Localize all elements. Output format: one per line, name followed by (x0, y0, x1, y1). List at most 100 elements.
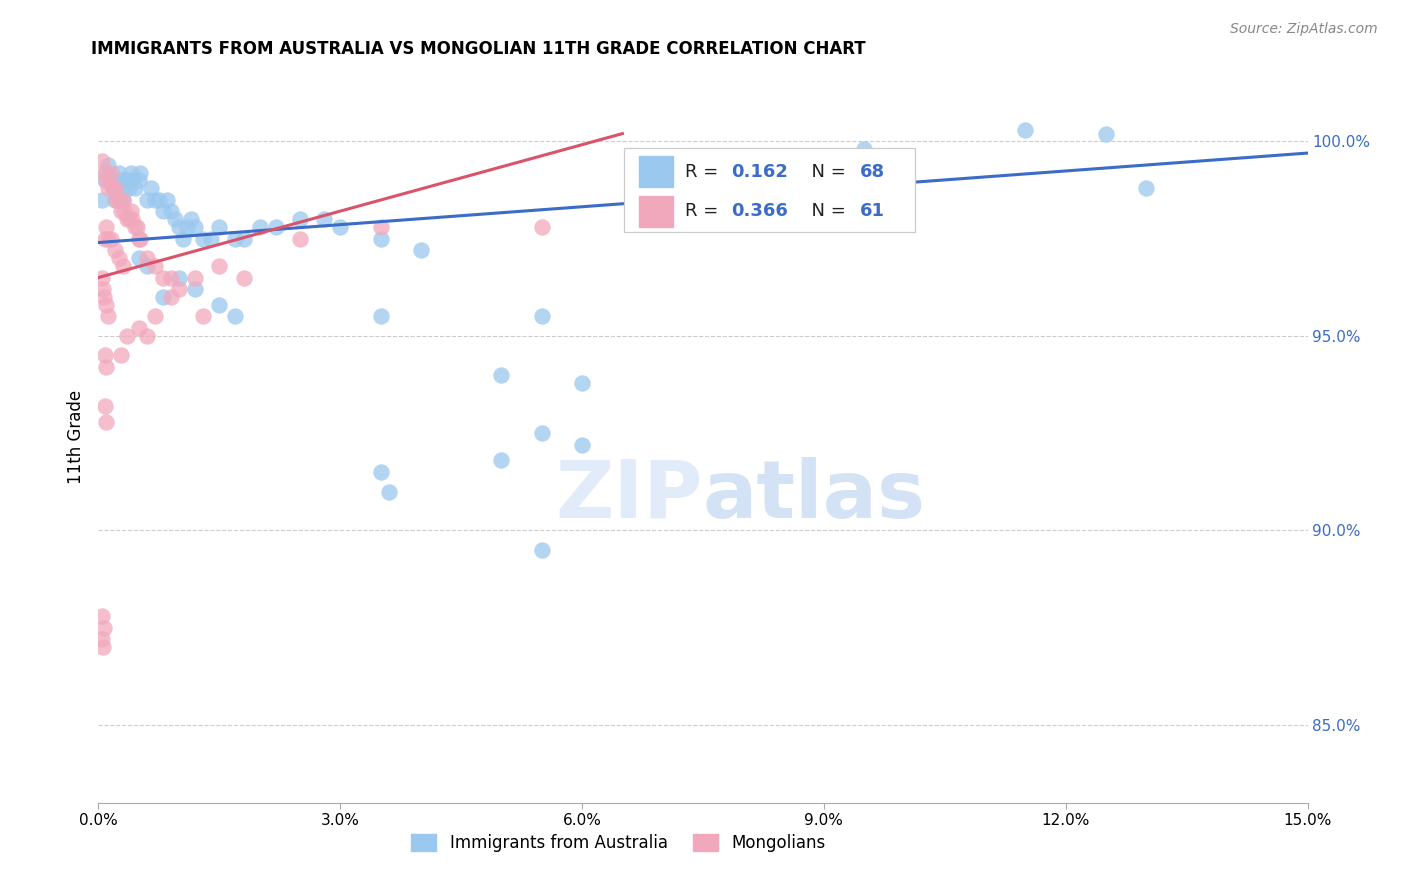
Point (530, 426, 553, 441)
Point (167, 282, 190, 296)
Point (97, 232, 120, 246)
Text: atlas: atlas (703, 457, 927, 534)
Text: Source: ZipAtlas.com: Source: ZipAtlas.com (1230, 22, 1378, 37)
Point (129, 232, 152, 246)
Point (249, 219, 271, 234)
Point (97, 310, 120, 324)
Point (152, 270, 174, 285)
Point (176, 219, 198, 234)
Point (200, 232, 222, 246)
Point (101, 181, 124, 195)
Point (172, 232, 194, 246)
Point (124, 181, 146, 195)
Point (97, 158, 120, 172)
Point (152, 204, 174, 219)
Point (288, 232, 311, 246)
Text: R =: R = (685, 162, 724, 181)
Point (370, 219, 392, 234)
Point (121, 173, 143, 187)
Point (329, 219, 352, 234)
Y-axis label: 11th Grade: 11th Grade (66, 390, 84, 484)
Point (264, 219, 287, 234)
Point (115, 329, 138, 343)
Point (184, 219, 207, 234)
Point (1095, 127, 1118, 141)
Point (94, 173, 117, 187)
Point (103, 181, 125, 195)
Text: N =: N = (800, 162, 851, 181)
Point (107, 165, 129, 179)
Point (91, 609, 114, 624)
Point (120, 165, 142, 179)
Point (491, 368, 513, 382)
Text: 0.162: 0.162 (731, 162, 787, 181)
Point (288, 212, 311, 227)
Point (193, 310, 215, 324)
Point (115, 212, 138, 227)
Text: IMMIGRANTS FROM AUSTRALIA VS MONGOLIAN 11TH GRADE CORRELATION CHART: IMMIGRANTS FROM AUSTRALIA VS MONGOLIAN 1… (91, 40, 866, 58)
Point (135, 251, 157, 265)
Point (124, 219, 146, 234)
Point (232, 232, 254, 246)
Point (94, 415, 117, 429)
Point (115, 173, 138, 187)
Point (370, 310, 392, 324)
Point (91, 270, 114, 285)
Point (148, 193, 170, 207)
Point (135, 193, 157, 207)
FancyBboxPatch shape (624, 148, 915, 232)
Point (530, 310, 553, 324)
Point (167, 270, 190, 285)
Point (93, 621, 115, 635)
Point (1014, 122, 1036, 136)
Point (160, 290, 183, 304)
Point (370, 232, 392, 246)
Point (96, 298, 118, 312)
Point (111, 193, 134, 207)
Point (91, 640, 114, 655)
Point (370, 465, 392, 479)
Point (208, 219, 231, 234)
Point (1135, 181, 1157, 195)
Point (128, 321, 150, 335)
Point (91, 153, 114, 168)
Text: 0.366: 0.366 (731, 202, 787, 220)
Point (105, 193, 128, 207)
Point (112, 181, 135, 195)
Point (105, 185, 128, 199)
Point (100, 232, 122, 246)
Text: N =: N = (800, 202, 851, 220)
Point (184, 282, 207, 296)
Point (184, 270, 207, 285)
Point (224, 232, 246, 246)
Point (409, 244, 432, 258)
Point (97, 181, 120, 195)
Text: 61: 61 (860, 202, 886, 220)
Point (377, 484, 399, 499)
Text: 68: 68 (860, 162, 886, 181)
Point (128, 173, 150, 187)
Point (107, 193, 129, 207)
Point (163, 212, 186, 227)
Point (103, 193, 125, 207)
Point (139, 181, 162, 195)
Point (91, 282, 114, 296)
Point (156, 193, 179, 207)
Text: R =: R = (685, 202, 724, 220)
Point (94, 348, 117, 362)
Text: ZIP: ZIP (555, 457, 703, 534)
Bar (638, 156, 673, 187)
Point (180, 212, 202, 227)
Legend: Immigrants from Australia, Mongolians: Immigrants from Australia, Mongolians (404, 825, 834, 860)
Point (111, 259, 134, 273)
Point (121, 212, 143, 227)
Point (208, 298, 231, 312)
Point (112, 204, 135, 219)
Point (167, 219, 190, 234)
Point (853, 142, 876, 156)
Point (91, 193, 114, 207)
Point (571, 376, 593, 390)
Point (143, 193, 166, 207)
Point (128, 232, 150, 246)
Point (100, 173, 122, 187)
